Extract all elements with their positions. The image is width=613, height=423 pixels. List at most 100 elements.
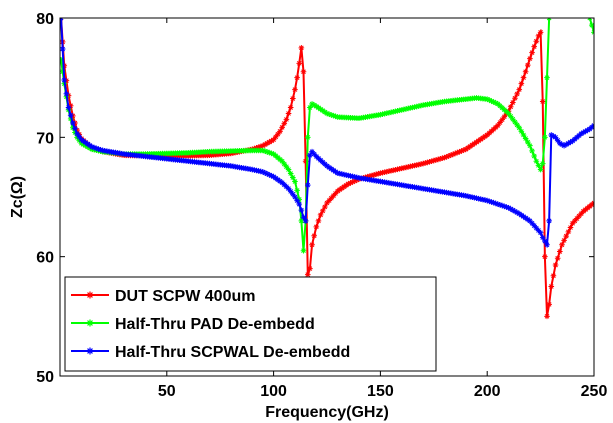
data-point: [272, 134, 279, 140]
data-point: [488, 128, 495, 134]
data-point: [561, 237, 567, 244]
data-point: [93, 145, 100, 152]
data-point: [546, 218, 552, 224]
data-point: [332, 113, 339, 120]
data-point: [296, 196, 303, 203]
data-point: [309, 101, 315, 107]
data-point: [304, 182, 311, 188]
data-point: [501, 203, 508, 210]
data-point: [285, 166, 292, 173]
data-point: [285, 110, 292, 117]
data-point: [366, 173, 373, 179]
data-point: [535, 33, 542, 39]
series-layer: [60, 7, 594, 320]
data-point: [373, 171, 379, 178]
plot-frame: [59, 17, 595, 377]
data-point: [495, 122, 501, 129]
x-axis: 50 100 150 200 250: [158, 18, 607, 400]
data-point: [589, 22, 594, 28]
data-point: [322, 161, 328, 167]
data-point: [279, 179, 285, 186]
data-point: [324, 110, 330, 117]
data-point: [535, 227, 542, 234]
data-point: [524, 139, 531, 145]
data-point: [281, 120, 288, 127]
data-point: [544, 74, 550, 81]
data-point: [63, 77, 70, 84]
data-point: [290, 95, 296, 102]
data-point: [422, 160, 429, 166]
x-tick-label: 200: [474, 383, 501, 400]
data-point: [514, 91, 520, 97]
data-point: [76, 133, 83, 140]
data-point: [533, 225, 540, 231]
series-3: [60, 18, 594, 248]
data-point: [309, 241, 315, 248]
data-point: [576, 213, 582, 219]
data-point: [495, 101, 501, 107]
data-point: [322, 204, 328, 210]
data-point: [497, 202, 503, 208]
data-point: [514, 122, 520, 128]
data-point: [294, 74, 300, 81]
data-point: [300, 214, 307, 221]
data-point: [552, 262, 559, 268]
data-point: [580, 129, 587, 136]
data-point: [516, 124, 523, 131]
legend-box: [64, 276, 437, 372]
data-point: [563, 141, 570, 148]
data-point: [448, 152, 454, 158]
data-point: [510, 99, 516, 106]
data-point: [571, 218, 578, 224]
data-point: [550, 272, 557, 279]
legend-swatch-marker: [86, 347, 94, 355]
data-point: [499, 116, 505, 123]
x-axis-label: Frequency(GHz): [265, 404, 389, 421]
data-point: [328, 112, 335, 118]
data-point: [326, 111, 332, 117]
data-point: [585, 7, 591, 13]
data-point: [60, 46, 66, 52]
data-point: [495, 201, 501, 207]
data-point: [492, 200, 499, 207]
data-point: [484, 197, 490, 204]
data-point: [512, 95, 518, 101]
data-point: [285, 185, 292, 192]
data-point: [460, 147, 467, 153]
y-axis: 50 60 70 80: [36, 11, 594, 386]
data-point: [559, 241, 565, 248]
data-point: [437, 156, 444, 162]
data-point: [255, 144, 262, 150]
data-point: [490, 99, 497, 105]
legend-item: Half-Thru PAD De-embedd: [71, 316, 315, 333]
data-point: [563, 233, 570, 239]
data-point: [70, 124, 76, 131]
data-point: [435, 156, 441, 163]
data-point: [542, 253, 548, 260]
data-point: [296, 60, 303, 67]
data-point: [546, 301, 552, 308]
data-point: [283, 116, 290, 123]
data-point: [426, 158, 433, 165]
data-point: [424, 159, 431, 166]
y-tick-label: 70: [36, 130, 54, 147]
data-point: [531, 153, 537, 159]
data-point: [324, 200, 330, 206]
data-point: [317, 157, 324, 164]
data-point: [501, 106, 508, 113]
data-point: [330, 112, 337, 119]
data-point: [522, 68, 529, 75]
data-point: [520, 74, 527, 81]
data-point: [439, 155, 446, 162]
data-point: [548, 283, 555, 290]
y-axis-label: Zc(Ω): [9, 176, 26, 218]
data-point: [351, 178, 358, 184]
data-point: [89, 144, 95, 150]
data-point: [554, 137, 561, 144]
data-point: [298, 207, 305, 213]
data-point: [484, 132, 490, 138]
data-point: [279, 158, 285, 164]
data-point: [512, 119, 518, 125]
data-point: [542, 238, 548, 244]
data-point: [311, 151, 317, 157]
